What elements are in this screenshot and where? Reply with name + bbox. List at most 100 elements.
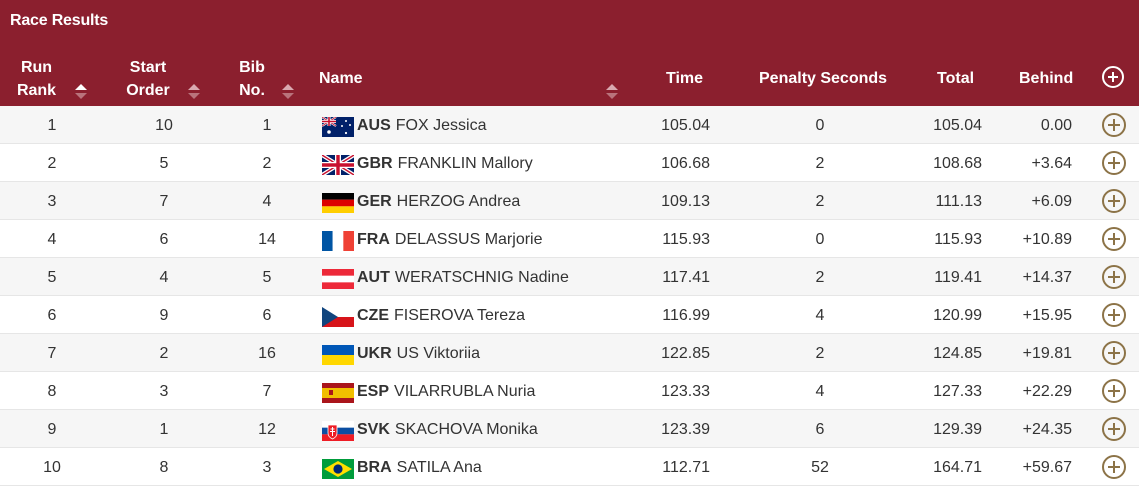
athlete-name: FISEROVA Tereza (394, 307, 526, 324)
cell-bib-no: 1 (262, 117, 272, 134)
cell-time: 112.71 (662, 459, 710, 476)
athlete-name: DELASSUS Marjorie (394, 231, 543, 248)
cell-bib-no: 14 (258, 231, 276, 248)
cell-behind: +24.35 (1022, 421, 1072, 438)
noc-code: FRA (357, 231, 390, 248)
noc-code: AUT (357, 269, 390, 286)
sort-run-rank-icon[interactable] (75, 84, 87, 100)
cell-athlete[interactable]: GBR FRANKLIN Mallory (357, 154, 533, 173)
cell-behind: +3.64 (1031, 155, 1072, 172)
cell-total: 124.85 (933, 345, 982, 362)
cell-athlete[interactable]: AUS FOX Jessica (357, 116, 486, 135)
athlete-name: US Viktoriia (396, 345, 480, 362)
table-row[interactable]: 9 1 12 SVK SKACHOVA Monika 123.39 6 129.39 +24.3… (0, 410, 1139, 448)
cell-run-rank: 1 (47, 117, 57, 134)
cell-penalty: 0 (815, 117, 825, 134)
cell-run-rank: 9 (47, 421, 57, 438)
expand-plus-icon[interactable] (1102, 227, 1126, 251)
cell-athlete[interactable]: ESP VILARRUBLA Nuria (357, 382, 535, 401)
athlete-name: WERATSCHNIG Nadine (394, 269, 569, 286)
col-name[interactable]: Name (319, 67, 363, 90)
cell-behind: +10.89 (1022, 231, 1072, 248)
expand-plus-icon[interactable] (1102, 417, 1126, 441)
cell-start-order: 5 (159, 155, 169, 172)
cell-athlete[interactable]: FRA DELASSUS Marjorie (357, 230, 543, 249)
noc-code: BRA (357, 459, 392, 476)
expand-plus-icon[interactable] (1102, 379, 1126, 403)
table-row[interactable]: 10 8 3 BRA SATILA Ana 112.71 52 164.71 +59.67 (0, 448, 1139, 486)
cell-penalty: 4 (815, 307, 825, 324)
cell-start-order: 8 (159, 459, 169, 476)
expand-plus-icon[interactable] (1102, 341, 1126, 365)
table-row[interactable]: 4 6 14 FRA DELASSUS Marjorie 115.93 0 115.93 +10… (0, 220, 1139, 258)
sort-name-icon[interactable] (606, 84, 618, 100)
table-row[interactable]: 7 2 16 UKR US Viktoriia 122.85 2 124.85 +19.81 (0, 334, 1139, 372)
cell-start-order: 4 (159, 269, 169, 286)
flag-esp-icon (322, 383, 354, 403)
noc-code: UKR (357, 345, 392, 362)
table-row[interactable]: 3 7 4 GER HERZOG Andrea 109.13 2 111.13 +6.09 (0, 182, 1139, 220)
cell-start-order: 6 (159, 231, 169, 248)
cell-behind: +19.81 (1022, 345, 1072, 362)
col-bib-no[interactable]: Bib No. (237, 56, 267, 102)
athlete-name: VILARRUBLA Nuria (394, 383, 536, 400)
cell-run-rank: 10 (43, 459, 61, 476)
table-row[interactable]: 8 3 7 ESP VILARRUBLA Nuria 123.33 4 127.33 +22.2… (0, 372, 1139, 410)
cell-athlete[interactable]: GER HERZOG Andrea (357, 192, 520, 211)
col-run-rank[interactable]: Run Rank (14, 56, 59, 102)
cell-behind: +15.95 (1022, 307, 1072, 324)
cell-athlete[interactable]: CZE FISEROVA Tereza (357, 306, 525, 325)
table-row[interactable]: 2 5 2 GBR FRANKLIN Mallory 106.68 2 108.68 +3.64 (0, 144, 1139, 182)
flag-fra-icon (322, 231, 354, 251)
cell-athlete[interactable]: BRA SATILA Ana (357, 458, 482, 477)
cell-bib-no: 16 (258, 345, 276, 362)
col-total[interactable]: Total (937, 70, 975, 87)
cell-total: 119.41 (934, 269, 982, 286)
table-row[interactable]: 1 10 1 AUS FOX Jessica 105.04 0 105.04 0.00 (0, 106, 1139, 144)
cell-athlete[interactable]: AUT WERATSCHNIG Nadine (357, 268, 569, 287)
table-row[interactable]: 5 4 5 AUT WERATSCHNIG Nadine 117.41 2 119.41 +14… (0, 258, 1139, 296)
cell-run-rank: 4 (47, 231, 57, 248)
cell-behind: +59.67 (1022, 459, 1072, 476)
col-behind[interactable]: Behind (1019, 70, 1074, 87)
table-row[interactable]: 6 9 6 CZE FISEROVA Tereza 116.99 4 120.99 +15.95 (0, 296, 1139, 334)
cell-athlete[interactable]: SVK SKACHOVA Monika (357, 420, 538, 439)
col-name-label: Name (319, 70, 363, 87)
cell-athlete[interactable]: UKR US Viktoriia (357, 344, 480, 363)
athlete-name: HERZOG Andrea (396, 193, 521, 210)
expand-plus-icon[interactable] (1102, 455, 1126, 479)
col-penalty[interactable]: Penalty Seconds (759, 70, 888, 87)
expand-plus-icon[interactable] (1102, 303, 1126, 327)
noc-code: ESP (357, 383, 390, 400)
cell-run-rank: 6 (47, 307, 57, 324)
cell-behind: +6.09 (1031, 193, 1072, 210)
flag-svk-icon (322, 421, 354, 441)
col-time[interactable]: Time (666, 70, 704, 87)
cell-behind: +22.29 (1022, 383, 1072, 400)
flag-cze-icon (322, 307, 354, 327)
sort-bib-no-icon[interactable] (282, 84, 294, 100)
cell-run-rank: 8 (47, 383, 57, 400)
col-start-order[interactable]: Start Order (124, 56, 172, 102)
results-table: 1 10 1 AUS FOX Jessica 105.04 0 105.04 0.00 2 5 2 GB… (0, 106, 1139, 486)
flag-aus-icon (322, 117, 354, 137)
cell-bib-no: 2 (262, 155, 272, 172)
cell-penalty: 0 (815, 231, 825, 248)
cell-total: 129.39 (933, 421, 982, 438)
expand-plus-icon[interactable] (1102, 189, 1126, 213)
cell-behind: +14.37 (1022, 269, 1072, 286)
expand-plus-icon[interactable] (1102, 113, 1126, 137)
cell-bib-no: 12 (258, 421, 276, 438)
plus-circle-icon[interactable] (1102, 66, 1124, 88)
cell-penalty: 2 (815, 193, 825, 210)
cell-run-rank: 7 (47, 345, 57, 362)
expand-plus-icon[interactable] (1102, 151, 1126, 175)
cell-penalty: 2 (815, 155, 825, 172)
cell-bib-no: 6 (262, 307, 272, 324)
expand-plus-icon[interactable] (1102, 265, 1126, 289)
cell-time: 123.33 (661, 383, 710, 400)
sort-start-order-icon[interactable] (188, 84, 200, 100)
cell-time: 117.41 (662, 269, 710, 286)
cell-total: 127.33 (933, 383, 982, 400)
cell-bib-no: 5 (262, 269, 272, 286)
